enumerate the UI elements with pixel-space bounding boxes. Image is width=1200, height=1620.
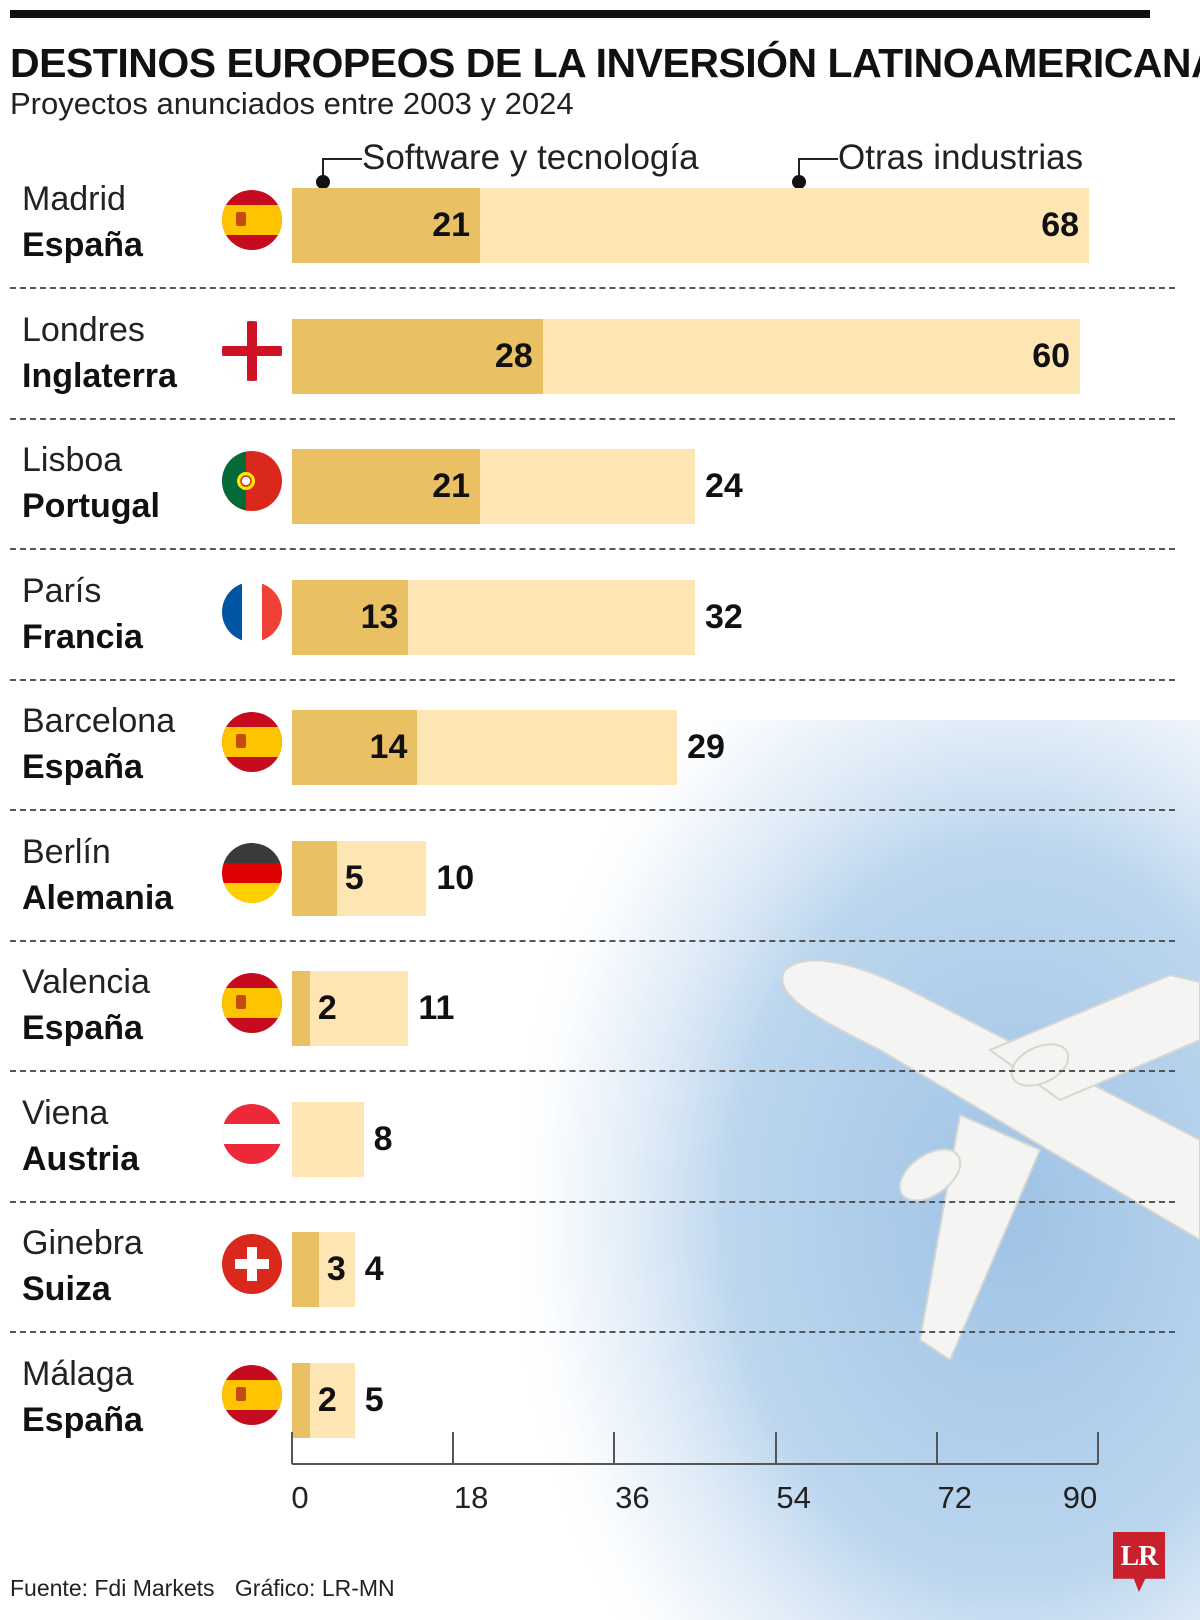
value-label-otras: 8 (373, 1119, 393, 1158)
city-label: Madrid (22, 180, 126, 218)
x-tick-label: 54 (776, 1480, 811, 1515)
value-label-software: 28 (494, 336, 533, 375)
x-tick-label: 72 (937, 1480, 973, 1515)
x-tick-mark (613, 1432, 616, 1464)
country-label: España (22, 1009, 143, 1047)
chart-title: DESTINOS EUROPEOS DE LA INVERSIÓN LATINO… (10, 40, 1200, 86)
country-label: Alemania (22, 878, 174, 917)
france-flag-icon (222, 581, 282, 642)
value-label-software: 2 (317, 989, 337, 1027)
row-separator (10, 1200, 1175, 1203)
x-tick-mark (291, 1432, 293, 1464)
bar-otras-industrias (292, 1101, 364, 1177)
row-separator (10, 287, 1175, 289)
value-label-otras: 5 (364, 1380, 384, 1419)
legend-software-label: Software y tecnología (362, 138, 699, 177)
x-tick-mark (1097, 1432, 1099, 1464)
bar-software-tecnologia (292, 971, 310, 1046)
city-label: Lisboa (22, 441, 123, 479)
x-tick-mark (452, 1432, 455, 1464)
city-label: Ginebra (22, 1224, 143, 1262)
germany-flag-icon (222, 842, 282, 903)
legend-otras-label: Otras industrias (838, 138, 1084, 177)
value-label-software: 13 (360, 597, 399, 636)
bar-otras-industrias (292, 971, 409, 1046)
row-separator (10, 809, 1175, 811)
x-tick-label: 0 (291, 1480, 309, 1515)
value-label-software: 21 (432, 206, 471, 244)
legend-software-leader (322, 158, 362, 182)
bar-software-tecnologia (292, 449, 481, 524)
x-tick-mark (935, 1432, 938, 1464)
spain-flag-icon (222, 190, 282, 250)
city-label: Londres (22, 310, 145, 349)
portugal-flag-icon (222, 451, 282, 511)
city-label: Valencia (22, 963, 150, 1001)
value-label-otras: 24 (705, 467, 743, 505)
city-label: Málaga (22, 1354, 134, 1393)
footer: Fuente: Fdi Markets Gráfico: LR-MN (10, 1575, 409, 1602)
city-label: París (22, 571, 102, 610)
row-separator (10, 417, 1175, 420)
country-label: Austria (22, 1139, 140, 1178)
value-label-software: 2 (317, 1380, 337, 1419)
bar-software-tecnologia (292, 188, 481, 263)
row-separator (10, 939, 1175, 942)
bar-software-tecnologia (292, 579, 409, 655)
value-label-otras: 10 (436, 858, 475, 897)
row-separator (10, 1331, 1175, 1333)
bar-software-tecnologia (292, 840, 337, 916)
x-tick-label: 36 (615, 1480, 650, 1515)
source-note: Fuente: Fdi Markets (10, 1575, 215, 1601)
row-separator (10, 548, 1175, 550)
chart-subtitle: Proyectos anunciados entre 2003 y 2024 (10, 86, 574, 121)
value-label-software: 14 (369, 728, 408, 766)
switzerland-flag-icon (222, 1234, 282, 1294)
spain-flag-icon (222, 973, 282, 1033)
country-label: Inglaterra (22, 356, 177, 395)
legend-software-dot (316, 175, 330, 189)
legend-otras-dot (792, 175, 806, 189)
country-label: Francia (22, 617, 143, 656)
x-tick-label: 18 (453, 1480, 489, 1515)
value-label-otras: 11 (418, 989, 455, 1027)
spain-flag-icon (222, 1364, 282, 1425)
bar-software-tecnologia (292, 1362, 310, 1438)
value-label-otras: 32 (705, 597, 743, 636)
austria-flag-icon (222, 1103, 282, 1164)
row-separator (10, 1070, 1175, 1072)
value-label-software: 21 (432, 467, 471, 505)
bar-software-tecnologia (292, 710, 418, 785)
row-separator (10, 678, 1175, 681)
country-label: España (22, 748, 143, 786)
bar-software-tecnologia (292, 318, 543, 394)
value-label-otras: 4 (364, 1250, 384, 1288)
bar-software-tecnologia (292, 1232, 319, 1307)
country-label: Portugal (22, 487, 160, 525)
spain-flag-icon (222, 712, 282, 772)
value-label-software: 3 (326, 1250, 346, 1288)
value-label-otras: 60 (1032, 336, 1071, 375)
country-label: España (22, 226, 143, 264)
value-label-otras: 29 (687, 728, 725, 766)
legend-otras-leader (798, 158, 838, 182)
x-axis-line (292, 1463, 1098, 1465)
credit-note: Gráfico: LR-MN (234, 1575, 395, 1601)
city-label: Barcelona (22, 702, 176, 740)
x-tick-mark (774, 1432, 777, 1464)
value-label-otras: 68 (1041, 206, 1080, 244)
top-rule (10, 10, 1150, 18)
country-label: España (22, 1400, 143, 1439)
city-label: Viena (22, 1093, 109, 1132)
city-label: Berlín (22, 832, 111, 871)
country-label: Suiza (22, 1270, 111, 1308)
x-tick-label: 90 (1062, 1480, 1098, 1515)
england-flag-icon (222, 320, 282, 381)
airplane-background-image (520, 720, 1200, 1620)
value-label-software: 5 (344, 858, 364, 897)
